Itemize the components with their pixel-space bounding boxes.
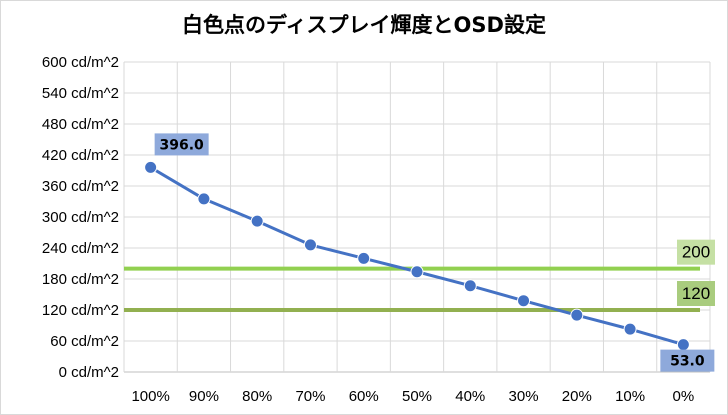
data-point-7: [517, 294, 531, 308]
y-tick-label-2: 120 cd/m^2: [42, 302, 119, 319]
data-point-3: [303, 238, 317, 252]
reference-label-120: 120: [682, 284, 710, 303]
gridlines: [123, 61, 711, 373]
y-tick-label-5: 300 cd/m^2: [42, 209, 119, 226]
x-tick-label-7: 30%: [509, 388, 539, 405]
x-tick-label-6: 40%: [455, 388, 485, 405]
data-point-9: [623, 322, 637, 336]
x-tick-label-5: 50%: [402, 388, 432, 405]
data-point-1: [197, 192, 211, 206]
data-label-box-0: [154, 133, 209, 156]
y-tick-label-8: 480 cd/m^2: [42, 116, 119, 133]
x-tick-label-1: 90%: [189, 388, 219, 405]
data-point-4: [357, 251, 371, 265]
x-tick-label-9: 10%: [615, 388, 645, 405]
data-point-5: [410, 265, 424, 279]
data-labels: 396.0 53.0: [154, 133, 715, 372]
data-point-8: [570, 308, 584, 322]
y-tick-label-6: 360 cd/m^2: [42, 178, 119, 195]
reference-label-200: 200: [682, 243, 710, 262]
chart-title: 白色点のディスプレイ輝度とOSD設定: [182, 13, 546, 37]
x-tick-label-10: 0%: [673, 388, 695, 405]
x-tick-label-8: 20%: [562, 388, 592, 405]
data-label-0: 396.0: [159, 137, 204, 153]
reference-label-box-120: [677, 281, 715, 306]
x-tick-label-0: 100%: [131, 388, 169, 405]
y-tick-label-4: 240 cd/m^2: [42, 240, 119, 257]
reference-label-box-200: [677, 239, 715, 265]
y-tick-label-0: 0 cd/m^2: [59, 364, 119, 381]
x-axis-ticks: 100% 90% 80% 70% 60% 50% 40% 30% 20% 10% 0%: [131, 388, 694, 405]
x-tick-label-3: 70%: [295, 388, 325, 405]
y-tick-label-3: 180 cd/m^2: [42, 271, 119, 288]
x-tick-label-2: 80%: [242, 388, 272, 405]
data-label-box-10: [660, 349, 715, 372]
y-tick-label-7: 420 cd/m^2: [42, 147, 119, 164]
series: [144, 160, 690, 352]
x-tick-label-4: 60%: [349, 388, 379, 405]
y-tick-label-1: 60 cd/m^2: [50, 333, 119, 350]
data-label-10: 53.0: [670, 354, 705, 370]
data-point-0: [144, 160, 158, 174]
y-tick-label-9: 540 cd/m^2: [42, 85, 119, 102]
data-point-10: [676, 338, 690, 352]
data-point-6: [463, 279, 477, 293]
y-tick-label-10: 600 cd/m^2: [42, 54, 119, 71]
data-point-2: [250, 214, 264, 228]
y-axis-ticks: 0 cd/m^2 60 cd/m^2 120 cd/m^2 180 cd/m^2 240…: [42, 54, 119, 381]
